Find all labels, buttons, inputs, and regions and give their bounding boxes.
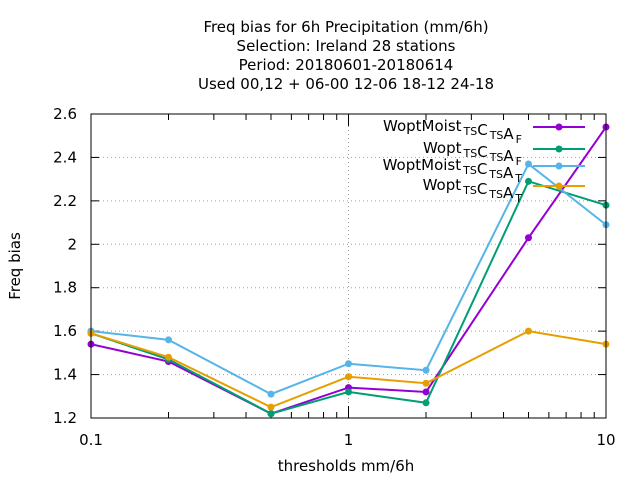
- legend-swatch-point: [555, 145, 563, 153]
- title-line-1: Freq bias for 6h Precipitation (mm/6h): [203, 18, 488, 36]
- x-tick-label: 1: [344, 431, 354, 449]
- grid: [91, 114, 606, 418]
- data-point: [524, 160, 532, 168]
- y-axis-label: Freq bias: [6, 232, 24, 300]
- x-axis-label: thresholds mm/6h: [278, 457, 415, 475]
- plot-frame: [90, 113, 607, 419]
- legend-swatch-point: [555, 182, 563, 190]
- data-point: [422, 388, 430, 396]
- y-tick-label: 2: [67, 235, 77, 253]
- data-point: [422, 399, 430, 407]
- legend-swatch-point: [555, 162, 563, 170]
- legend-label: WoptMoist TSC TSA F: [383, 117, 522, 146]
- title-line-3: Period: 20180601-20180614: [239, 56, 454, 74]
- y-tick-label: 1.2: [53, 409, 77, 427]
- data-point: [524, 177, 532, 185]
- x-tick-label: 0.1: [79, 431, 103, 449]
- data-point: [345, 373, 352, 381]
- title-line-2: Selection: Ireland 28 stations: [237, 37, 456, 55]
- y-tick-label: 2.2: [53, 192, 77, 210]
- data-point: [267, 390, 275, 398]
- data-point: [267, 410, 275, 418]
- data-point: [422, 379, 430, 387]
- axis-ticks: 1.2 1.4 1.6 1.8 2 2.2 2.4 2.6 0.1 1 10: [53, 105, 615, 449]
- title-line-4: Used 00,12 + 06-00 12-06 18-12 24-18: [198, 75, 494, 93]
- data-point: [524, 234, 532, 242]
- y-tick-label: 2.4: [53, 148, 77, 166]
- data-point: [345, 360, 352, 368]
- data-point: [165, 353, 173, 361]
- series-lines: [87, 123, 610, 418]
- data-point: [422, 366, 430, 374]
- data-point: [165, 336, 173, 344]
- y-tick-label: 2.6: [53, 105, 77, 123]
- data-point: [345, 388, 352, 396]
- legend-swatch-point: [555, 123, 563, 131]
- x-tick-label: 10: [596, 431, 615, 449]
- data-point: [524, 327, 532, 335]
- y-tick-label: 1.4: [53, 366, 77, 384]
- legend-label: WoptMoist TSC TSA T: [383, 156, 523, 185]
- chart-title: Freq bias for 6h Precipitation (mm/6h) S…: [198, 18, 494, 93]
- y-tick-label: 1.8: [53, 279, 77, 297]
- y-tick-label: 1.6: [53, 322, 77, 340]
- legend-label: Wopt TSC TSA T: [423, 176, 523, 205]
- data-point: [267, 403, 275, 411]
- legend-label: Wopt TSC TSA F: [423, 139, 522, 168]
